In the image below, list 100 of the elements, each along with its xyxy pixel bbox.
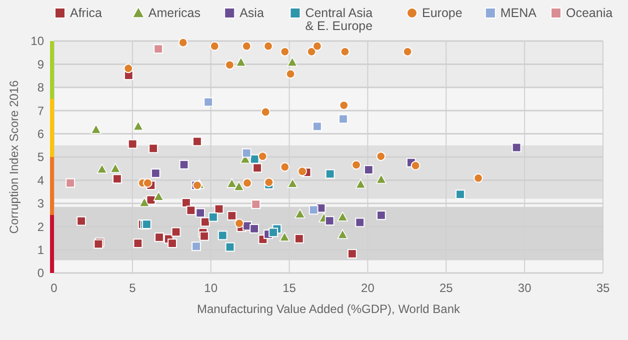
point [236, 56, 246, 67]
legend-label: Central Asia & E. Europe [305, 6, 373, 33]
point [186, 206, 196, 216]
point [192, 136, 202, 146]
legend-label: Oceania [566, 6, 613, 20]
point [225, 242, 235, 252]
point [128, 139, 138, 149]
point [312, 41, 322, 51]
x-tick-label: 0 [50, 281, 58, 295]
point [308, 205, 318, 215]
point [474, 173, 483, 183]
y-tick-label: 5 [37, 150, 44, 164]
point [312, 122, 322, 132]
legend-label: MENA [500, 6, 538, 20]
point [287, 56, 298, 67]
point [268, 228, 278, 238]
point [250, 154, 260, 164]
point [339, 100, 349, 110]
point [208, 212, 218, 222]
x-tick-label: 5 [129, 281, 136, 295]
point [150, 168, 160, 178]
point [200, 217, 210, 227]
legend-label: Europe [422, 6, 462, 20]
point [242, 148, 252, 158]
point [337, 212, 348, 222]
point [146, 195, 156, 205]
point [456, 190, 465, 200]
point [148, 144, 158, 154]
point [224, 60, 234, 70]
legend-label: Asia [240, 6, 264, 20]
point [250, 224, 260, 234]
point [260, 107, 270, 117]
point [340, 46, 350, 56]
point [133, 120, 144, 131]
point [355, 178, 366, 189]
point [324, 216, 334, 226]
x-tick-label: 20 [361, 281, 375, 295]
point [402, 46, 412, 56]
point [294, 208, 306, 218]
point [179, 160, 189, 170]
y-tick-label: 9 [37, 57, 44, 72]
point [182, 198, 191, 208]
x-tick-label: 25 [439, 281, 454, 295]
point [139, 197, 150, 207]
point [264, 41, 273, 51]
point [204, 97, 214, 107]
point [142, 178, 152, 188]
point [218, 230, 228, 240]
point [124, 64, 134, 74]
point [325, 169, 335, 179]
point [352, 160, 361, 170]
point [306, 46, 316, 56]
point [286, 69, 296, 79]
y-tick-label: 3 [37, 196, 44, 211]
point [338, 114, 348, 124]
point [242, 41, 252, 51]
x-tick-label: 35 [596, 281, 610, 295]
point [192, 242, 201, 252]
point [196, 208, 206, 218]
point [110, 163, 121, 173]
point [168, 238, 177, 248]
y-tick-label: 2 [37, 220, 44, 234]
point [96, 164, 108, 174]
point [294, 234, 304, 244]
point [178, 38, 188, 48]
point [410, 160, 420, 170]
point [512, 142, 522, 152]
y-tick-label: 0 [37, 266, 44, 280]
y-tick-label: 4 [37, 173, 44, 188]
point [279, 232, 290, 242]
point [234, 181, 244, 191]
point [242, 178, 252, 188]
y-tick-label: 7 [37, 104, 44, 118]
point [227, 210, 237, 220]
point [280, 46, 290, 56]
point [376, 152, 386, 162]
y-tick-label: 6 [37, 127, 44, 141]
point [133, 238, 143, 248]
x-tick-label: 15 [282, 281, 296, 295]
point [154, 232, 164, 242]
point [210, 41, 220, 51]
y-tick-label: 1 [37, 243, 44, 257]
point [280, 162, 290, 172]
point [234, 218, 244, 228]
point [251, 200, 261, 210]
y-tick-label: 8 [37, 80, 44, 95]
point [258, 152, 268, 162]
legend-label: Americas [148, 6, 200, 20]
point [112, 174, 122, 184]
point [153, 191, 164, 201]
point [171, 227, 181, 237]
x-tick-label: 30 [518, 281, 532, 295]
point [200, 231, 209, 241]
point [355, 218, 365, 228]
point [90, 124, 102, 134]
point [264, 178, 274, 187]
x-axis-title: Manufacturing Value Added (%GDP), World Bank [196, 302, 462, 316]
y-tick-label: 10 [30, 34, 44, 48]
point [252, 163, 262, 173]
point [287, 178, 298, 188]
